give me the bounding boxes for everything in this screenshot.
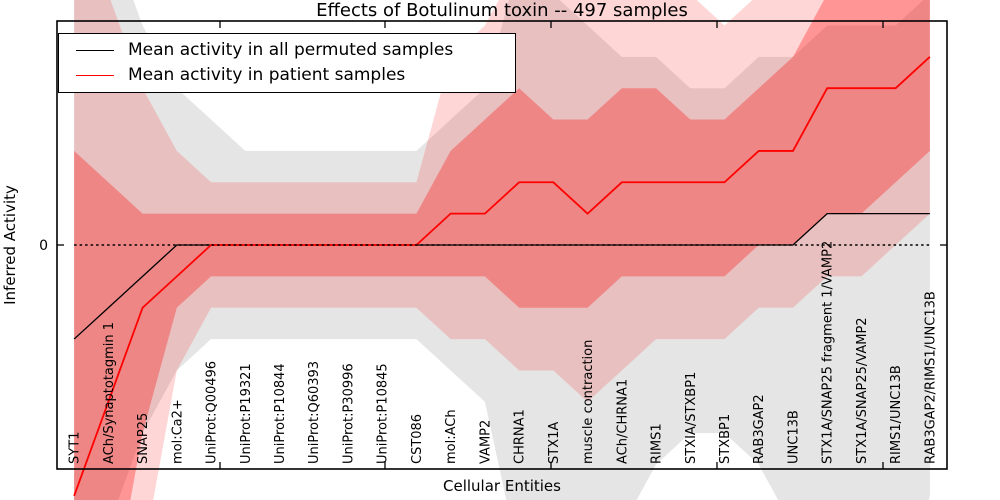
legend-item-permuted: Mean activity in all permuted samples (59, 42, 515, 59)
x-tick-label: UniProt:Q00496 (205, 361, 220, 464)
x-tick-label: SYT1 (68, 432, 83, 464)
x-tick-label: RAB3GAP2 (752, 394, 767, 464)
x-tick-label: SNAP25 (136, 413, 151, 464)
x-tick-label: RAB3GAP2/RIMS1/UNC13B (923, 291, 938, 464)
legend-line-permuted (76, 50, 114, 51)
x-tick-label: muscle contraction (581, 340, 596, 464)
series-line-patient (73, 56, 931, 497)
x-tick-label: RIMS1 (650, 423, 665, 464)
x-tick-label: UniProt:P19321 (239, 363, 254, 464)
x-tick-label: UniProt:P10845 (376, 363, 391, 464)
x-tick-label: UniProt:Q60393 (307, 361, 322, 464)
x-tick-label: mol:ACh (444, 409, 459, 464)
permuted-samples-range-band (74, 0, 930, 500)
x-tick-label: ACh/Synaptotagmin 1 (102, 322, 117, 464)
x-tick-label: UniProt:P30996 (341, 363, 356, 464)
legend-line-patient (76, 75, 114, 76)
x-tick-label: STX1A/SNAP25 fragment 1/VAMP2 (821, 241, 836, 464)
x-tick-label: CHRNA1 (513, 409, 528, 464)
patient-samples-range-outer-band (74, 0, 930, 500)
legend-label-patient: Mean activity in patient samples (128, 65, 406, 85)
x-tick-label: UniProt:P10844 (273, 363, 288, 464)
x-tick-label: STXBP1 (718, 414, 733, 464)
y-axis-label: Inferred Activity (1, 185, 19, 305)
x-axis-label: Cellular Entities (443, 477, 561, 495)
x-tick-label: STXIA/STXBP1 (684, 372, 699, 464)
x-tick-label: CST086 (410, 414, 425, 464)
legend-label-permuted: Mean activity in all permuted samples (128, 40, 454, 60)
x-tick-label: mol:Ca2+ (170, 399, 185, 464)
x-tick-label: STX1A/SNAP25/VAMP2 (855, 317, 870, 464)
chart-title: Effects of Botulinum toxin -- 497 sample… (316, 0, 688, 21)
legend-item-patient: Mean activity in patient samples (59, 67, 515, 84)
x-tick-label: UNC13B (786, 410, 801, 464)
patient-samples-range-inner-band (74, 0, 930, 500)
x-tick-label: VAMP2 (478, 420, 493, 464)
x-tick-label: RIMS1/UNC13B (889, 365, 904, 464)
y-tick-label: 0 (39, 238, 48, 254)
x-tick-label: STX1A (547, 422, 562, 464)
legend: Mean activity in all permuted samples Me… (58, 33, 516, 93)
x-tick-label: ACh/CHRNA1 (615, 379, 630, 464)
